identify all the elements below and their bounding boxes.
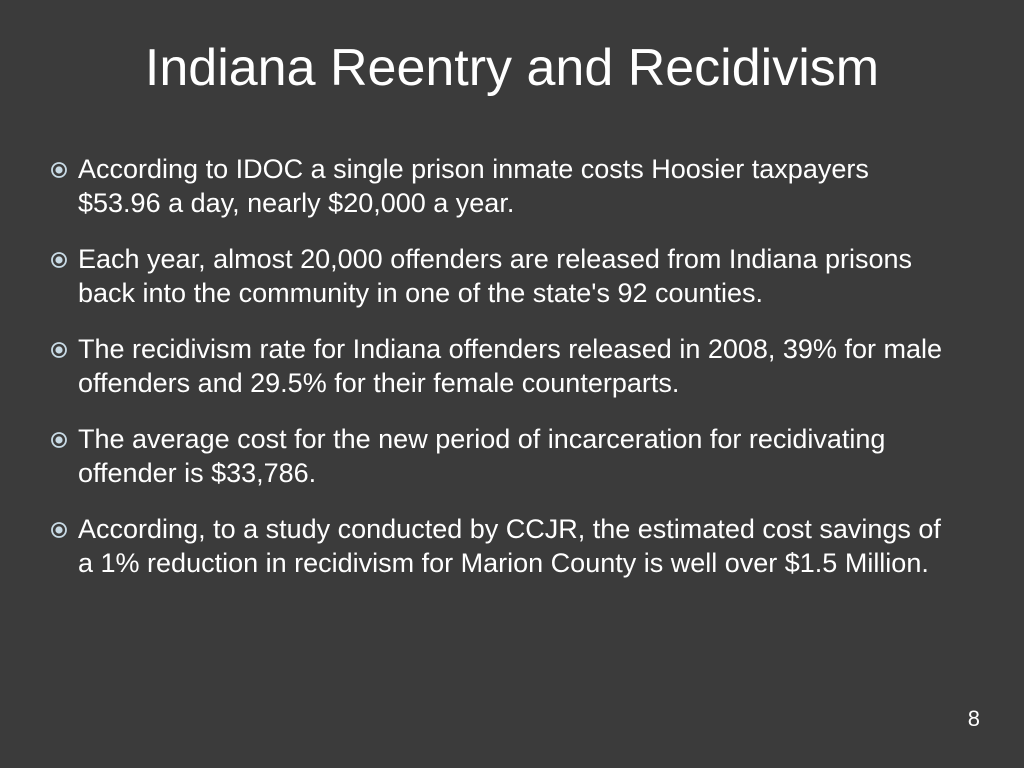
bullet-item: Each year, almost 20,000 offenders are r… bbox=[50, 242, 950, 310]
bullet-icon bbox=[51, 162, 67, 178]
bullet-icon bbox=[51, 432, 67, 448]
bullet-item: The average cost for the new period of i… bbox=[50, 422, 950, 490]
slide-number: 8 bbox=[967, 706, 980, 731]
bullet-icon bbox=[51, 252, 67, 268]
bullet-text: According to IDOC a single prison inmate… bbox=[78, 154, 869, 218]
bullet-item: The recidivism rate for Indiana offender… bbox=[50, 332, 950, 400]
bullet-text: The recidivism rate for Indiana offender… bbox=[78, 334, 942, 398]
bullet-item: According, to a study conducted by CCJR,… bbox=[50, 512, 950, 580]
bullet-item: According to IDOC a single prison inmate… bbox=[50, 152, 950, 220]
bullet-list: According to IDOC a single prison inmate… bbox=[50, 152, 950, 602]
bullet-icon bbox=[51, 522, 67, 538]
bullet-text: Each year, almost 20,000 offenders are r… bbox=[78, 244, 912, 308]
slide-title: Indiana Reentry and Recidivism bbox=[144, 39, 880, 97]
bullet-icon bbox=[51, 342, 67, 358]
bullet-text: According, to a study conducted by CCJR,… bbox=[78, 514, 941, 578]
bullet-text: The average cost for the new period of i… bbox=[78, 424, 886, 488]
